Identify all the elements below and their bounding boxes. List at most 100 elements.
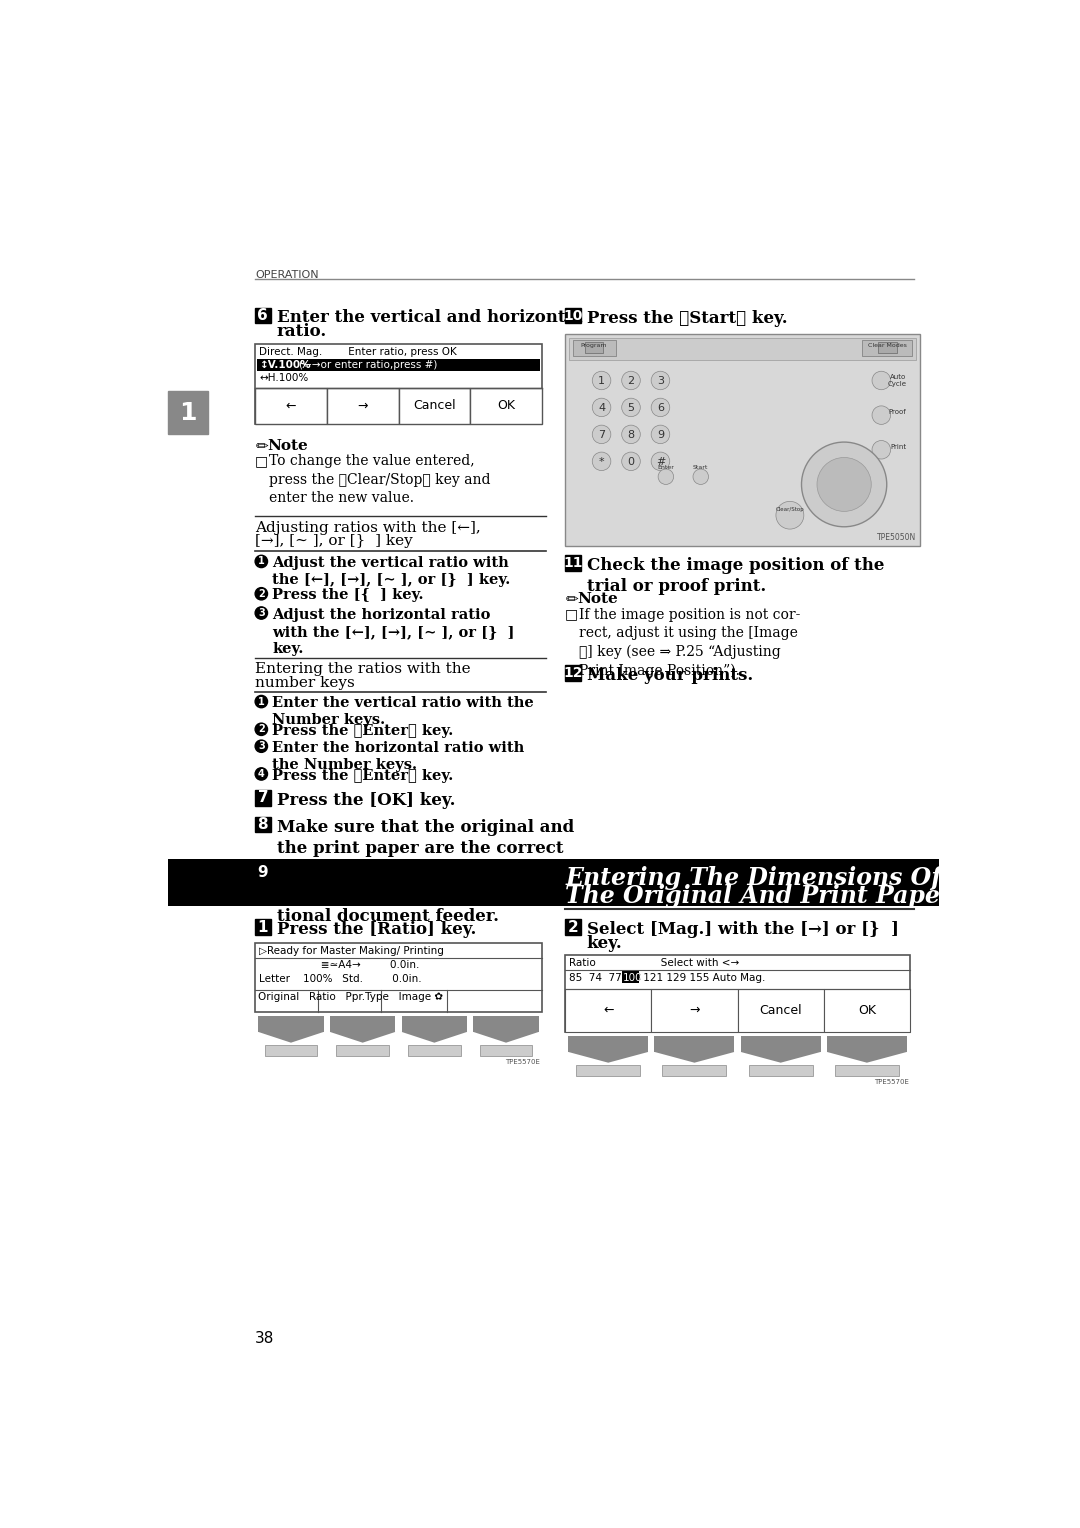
Text: TPE5050N: TPE5050N xyxy=(877,533,916,542)
Text: TPE5570E: TPE5570E xyxy=(874,1079,908,1085)
Bar xyxy=(255,920,271,935)
Circle shape xyxy=(255,723,268,735)
Text: Adjust the horizontal ratio
with the [←], [→], [∼ ], or [}  ]
key.: Adjust the horizontal ratio with the [←]… xyxy=(272,608,515,656)
Text: 6: 6 xyxy=(257,309,268,324)
Bar xyxy=(569,338,916,359)
Circle shape xyxy=(872,406,891,425)
Bar xyxy=(399,388,470,425)
Text: 5: 5 xyxy=(627,403,635,413)
Text: *: * xyxy=(598,457,605,468)
Text: ▷Ready for Master Making/ Printing: ▷Ready for Master Making/ Printing xyxy=(259,946,444,955)
Text: Adjust the vertical ratio with
the [←], [→], [∼ ], or [}  ] key.: Adjust the vertical ratio with the [←], … xyxy=(272,556,511,587)
Text: 7: 7 xyxy=(598,431,605,440)
Text: 8: 8 xyxy=(627,431,635,440)
Text: Make sure that the original and
the print paper are the correct
size.: Make sure that the original and the prin… xyxy=(276,819,575,877)
Circle shape xyxy=(816,457,872,512)
Bar xyxy=(565,920,581,935)
Bar xyxy=(577,1065,640,1076)
Bar xyxy=(255,388,327,425)
Text: OK: OK xyxy=(497,399,515,413)
Bar xyxy=(167,859,940,906)
Text: ratio.: ratio. xyxy=(276,324,327,341)
Text: Program: Program xyxy=(581,342,607,348)
Text: 7: 7 xyxy=(257,790,268,805)
Text: #: # xyxy=(656,457,665,468)
Text: Enter: Enter xyxy=(658,465,674,471)
Text: 4: 4 xyxy=(258,769,265,779)
Text: TPE5570E: TPE5570E xyxy=(505,1059,540,1065)
Bar xyxy=(568,1036,648,1051)
Text: 1: 1 xyxy=(179,400,197,425)
Circle shape xyxy=(658,469,674,484)
Text: 100: 100 xyxy=(623,973,643,983)
Bar xyxy=(258,1016,324,1031)
Text: 9: 9 xyxy=(657,431,664,440)
Bar xyxy=(480,1045,532,1056)
Bar xyxy=(167,391,207,434)
Bar xyxy=(257,359,540,371)
Text: 10: 10 xyxy=(563,309,582,322)
Text: OPERATION: OPERATION xyxy=(255,269,319,280)
Circle shape xyxy=(255,767,268,781)
Circle shape xyxy=(255,695,268,707)
Text: □: □ xyxy=(255,454,268,469)
Bar xyxy=(741,1036,821,1051)
Text: 1: 1 xyxy=(258,697,265,706)
Text: 2: 2 xyxy=(258,588,265,599)
Text: Enter the vertical and horizontal: Enter the vertical and horizontal xyxy=(276,309,582,325)
Bar xyxy=(662,1065,727,1076)
Text: 1: 1 xyxy=(258,556,265,567)
Text: ↔H.100%: ↔H.100% xyxy=(260,373,309,384)
Text: 3: 3 xyxy=(258,741,265,752)
Text: To change the value entered,
press the 【Clear/Stop】 key and
enter the new value.: To change the value entered, press the 【… xyxy=(269,454,490,506)
Text: Press the 【Enter】 key.: Press the 【Enter】 key. xyxy=(272,769,454,782)
Text: 4: 4 xyxy=(598,403,605,413)
Text: Check the image position of the
trial or proof print.: Check the image position of the trial or… xyxy=(586,556,885,594)
Bar xyxy=(265,1045,318,1056)
Text: 85  74  77  93: 85 74 77 93 xyxy=(569,973,645,983)
Circle shape xyxy=(693,469,708,484)
Bar xyxy=(824,989,910,1031)
Text: Entering the ratios with the: Entering the ratios with the xyxy=(255,662,471,677)
Bar xyxy=(255,865,271,880)
Bar xyxy=(255,790,271,805)
Polygon shape xyxy=(741,1051,821,1062)
Circle shape xyxy=(622,425,640,443)
Text: 38: 38 xyxy=(255,1331,274,1346)
Circle shape xyxy=(651,425,670,443)
Bar xyxy=(255,344,542,425)
Text: Note: Note xyxy=(578,593,618,607)
Text: number keys: number keys xyxy=(255,677,355,691)
Text: 2: 2 xyxy=(258,724,265,735)
Text: 121 129 155 Auto Mag.: 121 129 155 Auto Mag. xyxy=(640,973,766,983)
Circle shape xyxy=(651,399,670,417)
Polygon shape xyxy=(329,1031,395,1042)
Circle shape xyxy=(622,452,640,471)
Bar xyxy=(738,989,824,1031)
Text: Press the [{  ] key.: Press the [{ ] key. xyxy=(272,588,423,602)
Text: ✏: ✏ xyxy=(565,593,578,607)
Polygon shape xyxy=(473,1031,539,1042)
Text: Proof: Proof xyxy=(889,410,906,416)
Text: Adjusting ratios with the [←],: Adjusting ratios with the [←], xyxy=(255,521,481,535)
Text: →: → xyxy=(357,399,368,413)
Text: Entering The Dimensions Of: Entering The Dimensions Of xyxy=(565,865,942,889)
Bar xyxy=(622,972,639,983)
Text: 2: 2 xyxy=(567,920,578,935)
Text: The Original And Print Paper: The Original And Print Paper xyxy=(565,885,953,908)
Circle shape xyxy=(872,371,891,390)
Text: Clear Modes: Clear Modes xyxy=(868,342,907,348)
Text: 3: 3 xyxy=(657,376,664,387)
Bar xyxy=(408,1045,460,1056)
Text: ✏: ✏ xyxy=(255,439,268,454)
Text: If the image position is not cor-
rect, adjust it using the [Image
✿] key (see ⇒: If the image position is not cor- rect, … xyxy=(579,608,800,678)
Text: →: → xyxy=(689,1004,700,1016)
Bar xyxy=(329,1016,395,1031)
Bar xyxy=(255,943,542,1012)
Text: ≣≃A4→         0.0in.: ≣≃A4→ 0.0in. xyxy=(259,960,419,970)
Text: ←: ← xyxy=(603,1004,613,1016)
Bar xyxy=(255,817,271,833)
Text: Letter    100%   Std.         0.0in.: Letter 100% Std. 0.0in. xyxy=(259,975,421,984)
Bar xyxy=(470,388,542,425)
Bar xyxy=(584,342,603,353)
